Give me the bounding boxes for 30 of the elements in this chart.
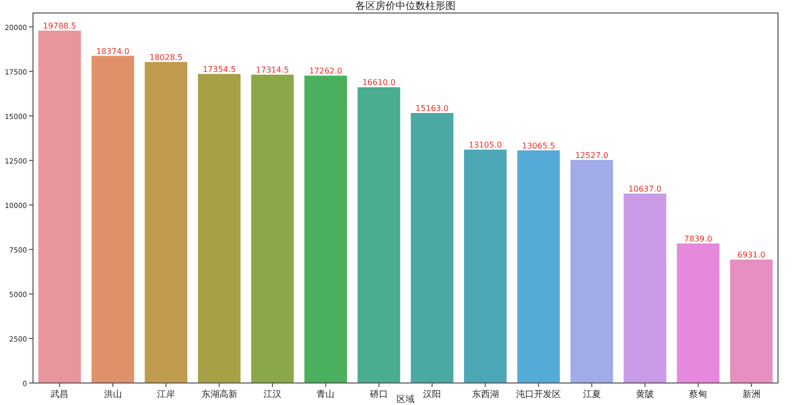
x-tick-label: 新洲 — [742, 389, 760, 400]
data-label: 19788.5 — [43, 22, 76, 31]
data-label: 17354.5 — [202, 64, 236, 74]
x-tick-label: 江岸 — [157, 389, 176, 400]
x-tick-label: 东西湖 — [472, 389, 499, 400]
data-label: 6931.0 — [737, 250, 766, 260]
x-tick-label: 沌口开发区 — [516, 389, 562, 400]
x-tick-label: 江汉 — [263, 389, 282, 400]
data-label: 10637.0 — [628, 184, 662, 194]
x-tick-label: 洪山 — [104, 389, 122, 400]
data-label: 17314.5 — [256, 66, 290, 75]
x-tick-label: 东湖高新 — [201, 389, 238, 400]
x-tick-label: 江夏 — [582, 389, 601, 400]
x-tick-label: 硚口 — [368, 389, 388, 400]
data-label: 12527.0 — [575, 150, 608, 160]
data-label: 13105.0 — [468, 140, 502, 150]
data-label: 15163.0 — [416, 104, 449, 113]
data-label: 18028.5 — [149, 52, 183, 62]
x-tick-label: 蔡甸 — [689, 389, 708, 400]
data-label: 16610.0 — [362, 78, 396, 88]
x-tick-label: 武昌 — [50, 389, 69, 400]
data-label: 17262.0 — [309, 66, 342, 76]
x-axis-title: 区域 — [396, 394, 414, 405]
chart-title: 各区房价中位数柱形图 — [356, 0, 456, 12]
data-label: 18374.0 — [96, 46, 130, 56]
x-tick-label: 黄陂 — [636, 389, 654, 400]
data-label: 13065.5 — [522, 141, 556, 150]
x-tick-label: 青山 — [316, 389, 335, 400]
data-label: 7839.0 — [684, 234, 712, 244]
x-tick-label: 汉阳 — [423, 389, 442, 400]
